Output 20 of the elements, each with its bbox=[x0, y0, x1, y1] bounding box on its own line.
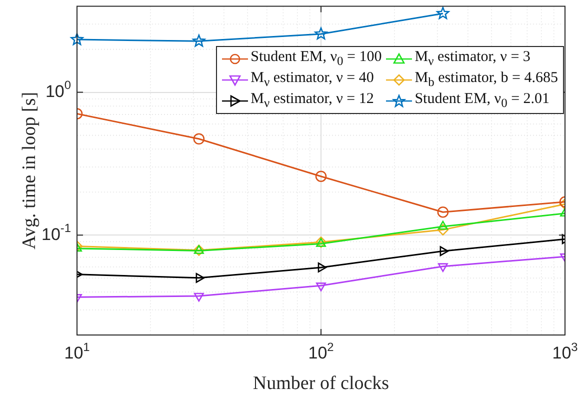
point bbox=[438, 220, 448, 230]
point bbox=[438, 263, 448, 272]
point bbox=[196, 272, 205, 283]
legend-label: M$_{ν}$ estimator, ν = 40 bbox=[250, 70, 374, 90]
legend-label: Student EM, ν$_{0}$ = 100 bbox=[250, 49, 382, 69]
point bbox=[315, 170, 327, 182]
point bbox=[318, 262, 327, 272]
legend-label: M$_{ν}$ estimator, ν = 3 bbox=[414, 49, 530, 69]
point bbox=[314, 27, 328, 40]
point bbox=[437, 224, 449, 236]
point bbox=[192, 34, 206, 47]
point bbox=[193, 133, 205, 145]
legend-label: Student EM, ν$_{0}$ = 2.01 bbox=[414, 91, 550, 111]
point bbox=[437, 206, 449, 218]
legend-label: M$_{b}$ estimator, b = 4.685 bbox=[414, 70, 558, 90]
point bbox=[316, 282, 326, 292]
point bbox=[436, 6, 450, 20]
legend-label: M$_{ν}$ estimator, ν = 12 bbox=[250, 91, 374, 111]
x-axis-title: Number of clocks bbox=[252, 372, 390, 394]
y-axis-title: Avg. time in loop [s] bbox=[18, 92, 40, 250]
